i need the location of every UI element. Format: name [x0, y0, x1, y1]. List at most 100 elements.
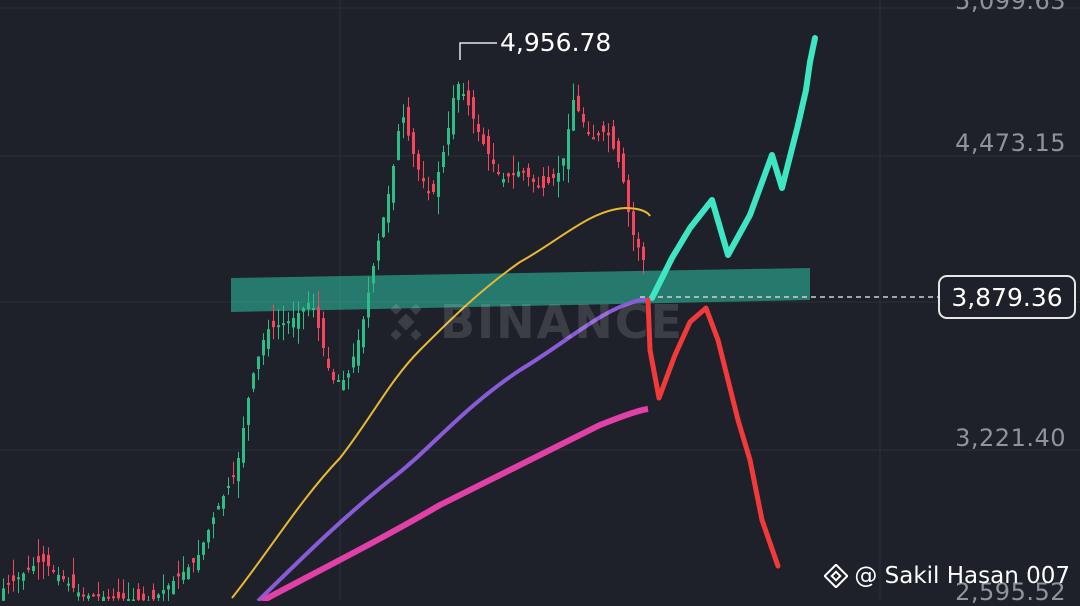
- candle-body: [537, 186, 540, 188]
- candle-body: [367, 293, 370, 318]
- bullish-projection: [652, 38, 815, 298]
- candle-body: [502, 179, 505, 183]
- candle-body: [57, 575, 60, 581]
- candle-body: [337, 380, 340, 382]
- candle-body: [237, 458, 240, 481]
- candle-body: [92, 595, 95, 597]
- candle-body: [157, 595, 160, 598]
- candle-body: [587, 132, 590, 134]
- candle-body: [552, 174, 555, 178]
- candle-body: [602, 126, 605, 132]
- high-annotation-label: 4,956.78: [500, 28, 611, 57]
- candle-body: [42, 554, 45, 562]
- author-credit: @ Sakil Hasan 007: [824, 563, 1070, 589]
- candle-body: [27, 568, 30, 570]
- candle-body: [397, 131, 400, 160]
- candle-body: [387, 194, 390, 223]
- candle-body: [497, 172, 500, 174]
- candle-body: [407, 107, 410, 136]
- candle-body: [447, 128, 450, 145]
- candle-body: [577, 96, 580, 111]
- candle-body: [187, 567, 190, 579]
- candle-body: [582, 114, 585, 122]
- candle-body: [262, 340, 265, 355]
- candle-body: [142, 594, 145, 601]
- candle-body: [322, 318, 325, 348]
- candle-body: [377, 241, 380, 261]
- candle-body: [77, 592, 80, 596]
- candle-body: [197, 555, 200, 570]
- candle-body: [87, 596, 90, 599]
- candle-body: [267, 329, 270, 349]
- candle-body: [597, 133, 600, 135]
- price-axis-label: 3,221.40: [955, 424, 1066, 452]
- candle-body: [222, 496, 225, 509]
- credit-text: @ Sakil Hasan 007: [854, 563, 1070, 589]
- candle-body: [72, 574, 75, 588]
- ma-short-line: [232, 208, 650, 598]
- candle-body: [287, 321, 290, 323]
- candle-body: [422, 178, 425, 181]
- candle-body: [457, 84, 460, 100]
- candle-body: [342, 380, 345, 390]
- candle-body: [202, 543, 205, 555]
- candle-body: [462, 94, 465, 96]
- candle-body: [352, 357, 355, 368]
- candle-body: [522, 171, 525, 173]
- candle-body: [477, 124, 480, 132]
- candle-body: [97, 594, 100, 596]
- candle-body: [417, 154, 420, 170]
- candle-body: [117, 592, 120, 598]
- candle-body: [617, 141, 620, 162]
- candle-body: [472, 97, 475, 119]
- candle-body: [332, 372, 335, 380]
- candle-body: [22, 574, 25, 581]
- candle-body: [542, 176, 545, 188]
- candle-body: [357, 340, 360, 366]
- watermark-text: BINANCE: [440, 295, 684, 349]
- candle-body: [637, 239, 640, 248]
- candle-body: [317, 307, 320, 328]
- candle-body: [642, 247, 645, 260]
- candle-body: [37, 556, 40, 562]
- candle-body: [107, 597, 110, 599]
- candle-body: [302, 308, 305, 312]
- candle-body: [137, 589, 140, 600]
- candle-body: [412, 132, 415, 154]
- candle-body: [7, 583, 10, 585]
- candle-body: [247, 398, 250, 425]
- candle-body: [32, 566, 35, 571]
- candle-body: [512, 173, 515, 175]
- candle-body: [562, 158, 565, 165]
- candle-body: [277, 325, 280, 327]
- candle-body: [427, 191, 430, 193]
- candle-body: [507, 173, 510, 176]
- candle-body: [567, 129, 570, 169]
- candle-body: [402, 117, 405, 122]
- candle-body: [217, 506, 220, 510]
- binance-logo-icon: [380, 296, 432, 348]
- candle-body: [432, 184, 435, 192]
- candle-body: [487, 136, 490, 154]
- candle-body: [102, 597, 105, 601]
- candle-body: [212, 518, 215, 525]
- candle-body: [47, 555, 50, 566]
- candle-body: [162, 590, 165, 594]
- candle-body: [252, 373, 255, 388]
- candle-body: [62, 576, 65, 579]
- current-price-label: 3,879.36: [938, 275, 1076, 319]
- candle-body: [112, 596, 115, 598]
- candle-body: [192, 558, 195, 563]
- price-axis-label: 4,473.15: [955, 129, 1066, 157]
- candle-body: [592, 137, 595, 139]
- candle-body: [622, 153, 625, 182]
- candle-body: [557, 173, 560, 182]
- candle-body: [307, 303, 310, 309]
- candle-body: [52, 570, 55, 572]
- binance-watermark: BINANCE: [380, 295, 684, 349]
- candle-body: [297, 313, 300, 329]
- candle-body: [227, 486, 230, 488]
- candle-body: [12, 575, 15, 581]
- candle-body: [382, 217, 385, 237]
- candle-body: [167, 586, 170, 590]
